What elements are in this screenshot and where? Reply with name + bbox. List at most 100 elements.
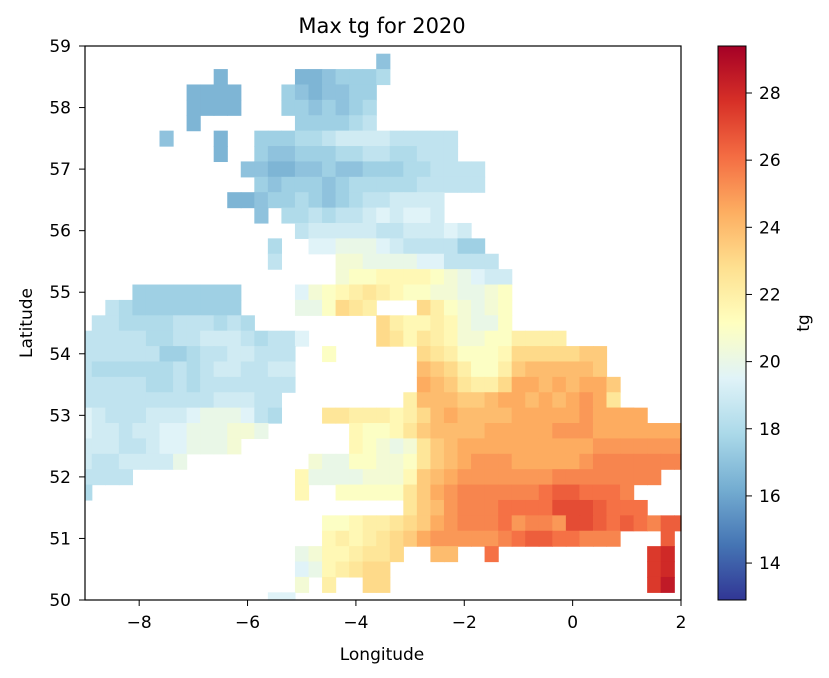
heatmap-cell	[362, 546, 377, 563]
heatmap-cell	[322, 238, 337, 255]
heatmap-cell	[240, 192, 255, 209]
heatmap-cell	[294, 330, 310, 347]
heatmap-cell	[443, 546, 459, 563]
heatmap-cell	[430, 299, 445, 316]
colorbar-tick-label: 14	[759, 554, 781, 574]
heatmap-cell	[511, 484, 526, 501]
heatmap-cell	[322, 346, 337, 363]
heatmap-cell	[362, 253, 377, 270]
heatmap-cell	[443, 530, 459, 547]
heatmap-cell	[647, 423, 662, 440]
heatmap-cell	[565, 499, 581, 516]
heatmap-cell	[416, 499, 432, 516]
heatmap-cell	[443, 146, 459, 163]
colorbar-label: tg	[794, 314, 814, 331]
heatmap-cell	[552, 499, 567, 516]
heatmap-cell	[213, 315, 228, 332]
heatmap-cell	[471, 361, 486, 378]
heatmap-cell	[457, 330, 472, 347]
heatmap-cell	[85, 423, 93, 440]
heatmap-cell	[281, 361, 296, 378]
heatmap-cell	[349, 99, 364, 116]
heatmap-cell	[430, 453, 445, 470]
heatmap-cell	[294, 484, 310, 501]
heatmap-cell	[254, 207, 269, 224]
heatmap-cell	[159, 284, 174, 301]
heatmap-cell	[254, 346, 269, 363]
heatmap-cell	[281, 592, 296, 601]
heatmap-cell	[362, 161, 377, 178]
heatmap-cell	[538, 407, 553, 424]
heatmap-cell	[322, 99, 337, 116]
heatmap-cell	[227, 84, 242, 101]
heatmap-cell	[376, 515, 391, 532]
heatmap-cell	[525, 515, 540, 532]
heatmap-cell	[200, 299, 215, 316]
heatmap-cell	[430, 284, 445, 301]
heatmap-cell	[281, 84, 296, 101]
heatmap-cell	[498, 361, 513, 378]
heatmap-cell	[376, 407, 391, 424]
heatmap-cell	[565, 438, 581, 455]
heatmap-cell	[281, 146, 296, 163]
heatmap-cell	[322, 576, 337, 593]
heatmap-cell	[132, 361, 147, 378]
colorbar	[717, 45, 747, 601]
heatmap-cell	[118, 315, 134, 332]
heatmap-cell	[416, 376, 432, 393]
heatmap-cell	[416, 130, 432, 147]
heatmap-cell	[308, 561, 323, 578]
heatmap-cell	[538, 499, 553, 516]
heatmap-cell	[443, 392, 459, 409]
heatmap-cell	[403, 315, 418, 332]
heatmap-cell	[457, 161, 472, 178]
heatmap-cell	[565, 469, 581, 486]
heatmap-cell	[592, 361, 608, 378]
heatmap-cell	[484, 530, 499, 547]
heatmap-cell	[457, 299, 472, 316]
heatmap-cell	[457, 423, 472, 440]
heatmap-cell	[416, 315, 432, 332]
heatmap-cell	[416, 423, 432, 440]
heatmap-cell	[145, 346, 161, 363]
heatmap-cell	[308, 284, 323, 301]
heatmap-cell	[430, 269, 445, 286]
heatmap-cell	[403, 453, 418, 470]
heatmap-cell	[579, 530, 594, 547]
heatmap-cell	[362, 176, 377, 193]
heatmap-cell	[498, 484, 513, 501]
heatmap-cell	[647, 515, 662, 532]
heatmap-cell	[335, 69, 350, 86]
heatmap-cell	[620, 499, 635, 516]
heatmap-cell	[416, 438, 432, 455]
heatmap-cell	[430, 499, 445, 516]
heatmap-cell	[471, 284, 486, 301]
heatmap-cell	[254, 176, 269, 193]
heatmap-cell	[484, 484, 499, 501]
heatmap-cell	[281, 330, 296, 347]
heatmap-cell	[416, 176, 432, 193]
heatmap-cell	[145, 330, 161, 347]
heatmap-cell	[443, 376, 459, 393]
heatmap-cell	[606, 407, 621, 424]
heatmap-cell	[552, 453, 567, 470]
heatmap-cell	[267, 146, 283, 163]
chart-title: Max tg for 2020	[298, 14, 465, 38]
heatmap-cell	[389, 192, 404, 209]
heatmap-cell	[186, 299, 201, 316]
heatmap-cell	[403, 253, 418, 270]
heatmap-cell	[376, 192, 391, 209]
heatmap-cell	[403, 284, 418, 301]
heatmap-cell	[105, 330, 120, 347]
heatmap-cell	[457, 499, 472, 516]
heatmap-cell	[471, 438, 486, 455]
heatmap-cell	[200, 330, 215, 347]
heatmap-cell	[85, 469, 93, 486]
heatmap-cell	[227, 284, 242, 301]
heatmap-cell	[294, 146, 310, 163]
heatmap-cell	[443, 438, 459, 455]
heatmap-cell	[403, 269, 418, 286]
heatmap-cell	[85, 346, 93, 363]
heatmap-cell	[118, 346, 134, 363]
heatmap-cell	[552, 346, 567, 363]
